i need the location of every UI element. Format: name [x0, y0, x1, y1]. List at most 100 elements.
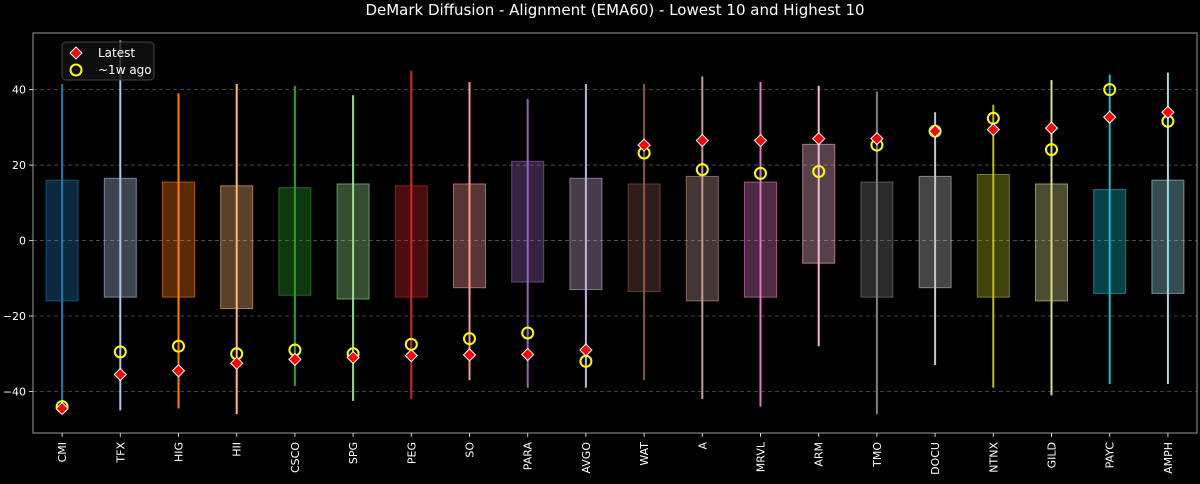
- y-tick-label: 40: [12, 84, 26, 97]
- box-group-arm: [802, 85, 836, 347]
- one-week-ago-marker: [1045, 143, 1058, 157]
- legend-1w-ago-marker: [69, 63, 83, 77]
- latest-marker: [55, 401, 69, 416]
- x-tick-label: PEG: [405, 442, 418, 464]
- x-tick-label: CSCO: [289, 442, 302, 473]
- box-group-tmo: [860, 91, 894, 415]
- y-tick-label: 20: [12, 159, 26, 172]
- box-group-gild: [1035, 80, 1068, 396]
- latest-marker: [171, 364, 186, 378]
- box-group-a: [685, 76, 719, 400]
- box-group-so: [453, 82, 486, 381]
- latest-marker: [404, 348, 419, 363]
- x-tick-label: AMPH: [1162, 442, 1175, 474]
- iqr-box: [744, 181, 777, 298]
- latest-marker: [1044, 121, 1059, 135]
- iqr-box: [976, 174, 1010, 298]
- latest-marker: [113, 367, 128, 382]
- x-tick-label: PAYC: [1104, 442, 1117, 469]
- x-tick-label: TMO: [871, 442, 884, 468]
- iqr-box: [860, 181, 894, 298]
- latest-marker: [928, 124, 942, 138]
- latest-marker: [1102, 110, 1117, 124]
- one-week-ago-marker: [113, 345, 127, 359]
- x-tick-label: HIG: [173, 442, 186, 462]
- box-group-tfx: [103, 40, 137, 411]
- latest-marker: [870, 131, 884, 146]
- x-tick-label: SO: [464, 442, 477, 458]
- x-tick-label: HII: [231, 442, 244, 457]
- y-tick-label: −40: [3, 385, 26, 398]
- one-week-ago-marker: [1103, 83, 1117, 97]
- box-group-amph: [1151, 72, 1185, 384]
- iqr-box: [569, 177, 603, 291]
- x-tick-label: CMI: [56, 442, 69, 462]
- one-week-ago-marker: [172, 339, 185, 353]
- legend-latest-label: Latest: [98, 46, 135, 60]
- box-group-hii: [220, 83, 254, 415]
- iqr-box: [278, 187, 312, 296]
- grid-layer: [33, 89, 1197, 392]
- latest-marker: [811, 131, 826, 146]
- latest-marker: [1161, 105, 1175, 119]
- plot-layer: [45, 40, 1185, 416]
- iqr-box: [1151, 179, 1185, 294]
- latest-marker: [637, 138, 651, 152]
- chart-title: DeMark Diffusion - Alignment (EMA60) - L…: [365, 1, 864, 19]
- box-group-mrvl: [744, 82, 777, 407]
- x-tick-label: PARA: [522, 442, 535, 471]
- legend: Latest ~1w ago: [61, 41, 155, 81]
- iqr-box: [45, 179, 79, 302]
- legend-1w-ago-label: ~1w ago: [98, 63, 152, 77]
- box-group-payc: [1093, 74, 1127, 384]
- box-group-cmi: [45, 83, 79, 416]
- box-group-docu: [918, 112, 952, 366]
- x-tick-label: TFX: [114, 442, 127, 464]
- x-tick-label: DOCU: [929, 442, 942, 475]
- x-tick-label: AVGO: [580, 442, 593, 474]
- latest-marker: [520, 347, 535, 362]
- latest-marker: [288, 352, 302, 367]
- x-tick-label: ARM: [813, 442, 826, 467]
- legend-latest-marker: [69, 46, 83, 60]
- iqr-box: [220, 185, 254, 309]
- iqr-box: [162, 181, 195, 298]
- iqr-box: [103, 177, 137, 298]
- one-week-ago-marker: [812, 164, 826, 178]
- iqr-box: [336, 183, 370, 300]
- one-week-ago-marker: [695, 163, 709, 177]
- one-week-ago-marker: [463, 332, 476, 346]
- box-group-ntnx: [976, 104, 1010, 388]
- iqr-box: [802, 143, 836, 264]
- one-week-ago-marker: [754, 166, 767, 180]
- box-group-peg: [394, 70, 428, 400]
- latest-marker: [229, 356, 244, 370]
- iqr-box: [627, 183, 661, 292]
- x-tick-label: SPG: [347, 442, 360, 464]
- iqr-box: [394, 185, 428, 298]
- box-group-avgo: [569, 83, 603, 388]
- plot-frame: [32, 32, 1198, 434]
- iqr-box: [685, 175, 719, 302]
- iqr-box: [918, 175, 952, 289]
- x-tick-label: A: [696, 442, 709, 450]
- iqr-box: [1035, 183, 1068, 302]
- latest-marker: [753, 133, 768, 148]
- x-tick-label: GILD: [1046, 442, 1059, 468]
- box-group-wat: [627, 83, 661, 381]
- latest-marker: [579, 343, 593, 357]
- iqr-box: [1093, 189, 1127, 294]
- x-tick-label: MRVL: [755, 441, 768, 472]
- y-tick-label: −20: [3, 310, 26, 323]
- x-tick-label: NTNX: [987, 442, 1000, 473]
- iqr-box: [511, 160, 545, 283]
- y-tick-label: 0: [19, 235, 26, 248]
- legend-frame: [61, 41, 155, 81]
- latest-marker: [695, 133, 710, 148]
- latest-marker: [346, 350, 360, 365]
- iqr-box: [453, 183, 486, 289]
- box-group-spg: [336, 95, 370, 401]
